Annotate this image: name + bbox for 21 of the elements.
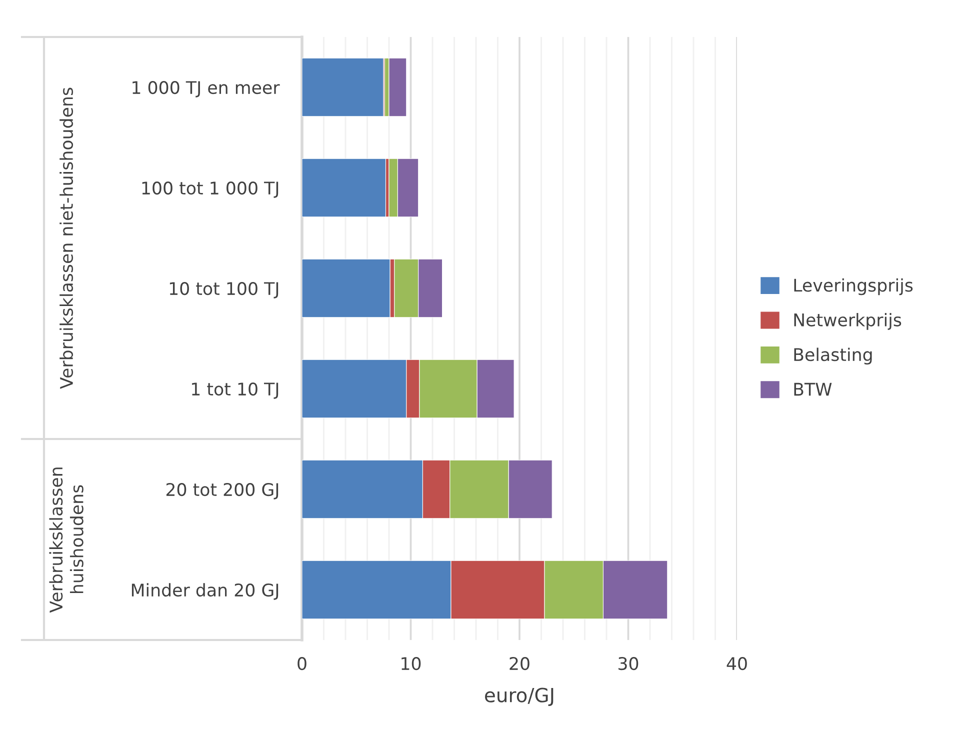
x-tick-label: 10: [402, 656, 421, 670]
x-tick-label: 0: [298, 656, 306, 670]
y-tick-label: 10 tot 100 TJ: [170, 282, 278, 298]
y-tick-label: 20 tot 200 GJ: [166, 482, 278, 500]
bar: [388, 58, 407, 117]
legend-label: BTW: [794, 382, 832, 396]
legend-label: Belasting: [794, 348, 872, 365]
y-tick-label: Minder dan 20 GJ: [132, 583, 278, 600]
x-tick-label: 40: [726, 656, 747, 670]
text: Verbruiksklassen niet-huishoudens: [60, 88, 74, 389]
x-axis-title: euro/GJ: [485, 688, 554, 706]
x-tick-label: 30: [618, 656, 638, 670]
bar: [302, 158, 386, 218]
text: Verbruiksklassen huishoudens: [49, 468, 84, 613]
x-tick-label: 20: [510, 656, 530, 670]
legend-label: Leveringsprijs: [794, 278, 913, 296]
bar: [302, 258, 390, 318]
y-tick-label: 1 tot 10 TJ: [192, 382, 278, 399]
y-tick-label: 1 000 TJ en meer: [132, 80, 280, 98]
y-tick-label: 100 tot 1 000 TJ: [142, 181, 278, 198]
legend-label: Netwerkprijs: [794, 313, 902, 330]
